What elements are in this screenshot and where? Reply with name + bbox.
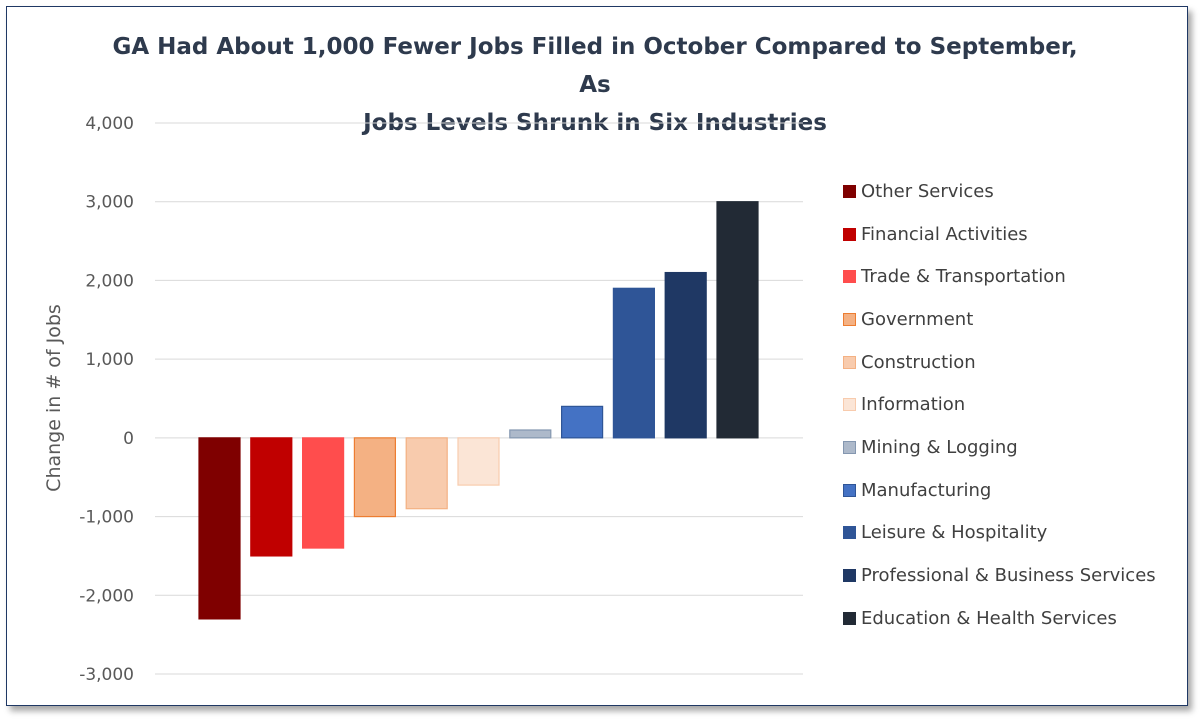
legend-label: Education & Health Services bbox=[861, 607, 1117, 629]
legend-swatch bbox=[843, 483, 856, 497]
legend-label: Financial Activities bbox=[861, 223, 1028, 245]
bar-other-services bbox=[198, 437, 241, 620]
bar-leisure-hospitality bbox=[612, 287, 656, 439]
bar-trade-transportation bbox=[302, 437, 345, 549]
legend-swatch bbox=[843, 184, 856, 198]
legend-label: Mining & Logging bbox=[861, 436, 1018, 458]
legend-item: Information bbox=[843, 383, 1188, 426]
legend-label: Manufacturing bbox=[861, 479, 992, 501]
bar-education-health-services bbox=[716, 201, 759, 439]
legend-item: Trade & Transportation bbox=[843, 255, 1188, 298]
legend-item: Manufacturing bbox=[843, 469, 1188, 512]
legend-item: Construction bbox=[843, 341, 1188, 384]
legend-swatch bbox=[843, 312, 856, 326]
y-tick-label: -2,000 bbox=[79, 586, 134, 606]
legend-swatch bbox=[843, 569, 856, 583]
bar-mining-logging bbox=[509, 429, 552, 439]
legend-item: Financial Activities bbox=[843, 213, 1188, 256]
y-tick-label: 0 bbox=[123, 429, 134, 449]
y-tick-label: -3,000 bbox=[79, 665, 134, 685]
legend-item: Mining & Logging bbox=[843, 426, 1188, 469]
legend-item: Leisure & Hospitality bbox=[843, 512, 1188, 555]
legend-label: Leisure & Hospitality bbox=[861, 522, 1048, 544]
legend-label: Professional & Business Services bbox=[861, 565, 1156, 587]
legend-swatch bbox=[843, 355, 856, 369]
legend-swatch bbox=[843, 611, 856, 625]
y-tick-label: -1,000 bbox=[79, 508, 134, 528]
legend-label: Information bbox=[861, 394, 966, 416]
y-tick-label: 2,000 bbox=[85, 271, 134, 291]
chart-title-line-1: GA Had About 1,000 Fewer Jobs Filled in … bbox=[112, 34, 1078, 98]
y-axis-label: Change in # of Jobs bbox=[43, 304, 65, 492]
legend-label: Trade & Transportation bbox=[861, 266, 1066, 288]
y-tick-label: 3,000 bbox=[85, 193, 134, 213]
y-axis-ticks: 4,000 3,000 2,000 1,000 0 -1,000 -2,000 -3,000 bbox=[79, 114, 134, 685]
legend: Other Services Financial Activities Trade … bbox=[843, 170, 1188, 640]
bar-construction bbox=[405, 437, 448, 510]
legend-item: Government bbox=[843, 298, 1188, 341]
y-tick-label: 4,000 bbox=[85, 114, 134, 134]
legend-swatch bbox=[843, 526, 856, 540]
legend-swatch bbox=[843, 398, 856, 412]
legend-item: Other Services bbox=[843, 170, 1188, 213]
bar-information bbox=[457, 437, 500, 486]
legend-label: Other Services bbox=[861, 180, 994, 202]
legend-swatch bbox=[843, 227, 856, 241]
bar-government bbox=[353, 437, 396, 518]
legend-swatch bbox=[843, 440, 856, 454]
bars bbox=[198, 201, 759, 620]
y-tick-label: 1,000 bbox=[85, 350, 134, 370]
legend-swatch bbox=[843, 270, 856, 284]
legend-item: Professional & Business Services bbox=[843, 554, 1188, 597]
legend-label: Construction bbox=[861, 351, 976, 373]
legend-label: Government bbox=[861, 308, 974, 330]
bar-professional-business-services bbox=[664, 271, 707, 439]
bar-manufacturing bbox=[560, 405, 604, 439]
bar-financial-activities bbox=[250, 437, 293, 557]
legend-item: Education & Health Services bbox=[843, 597, 1188, 640]
